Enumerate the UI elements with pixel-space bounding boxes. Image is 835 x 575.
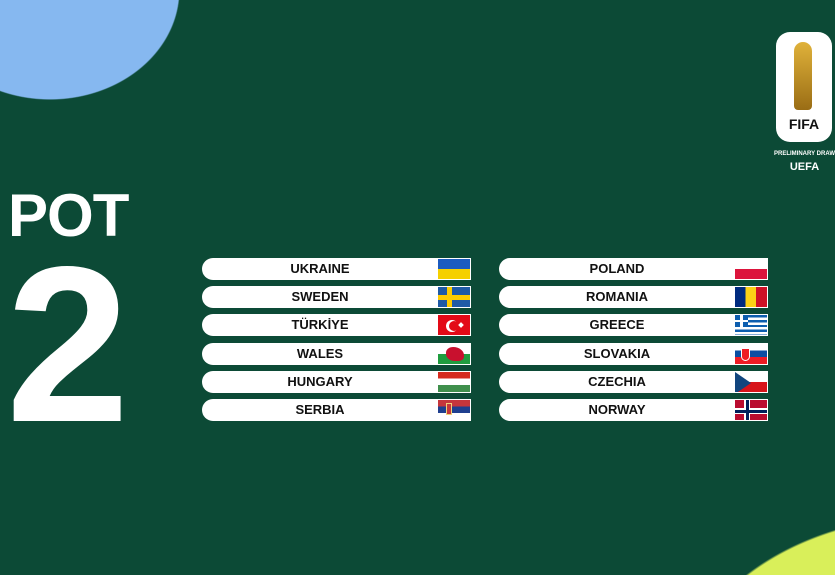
team-name: TÜRKİYE xyxy=(202,314,438,337)
poland-flag-icon xyxy=(734,258,768,280)
draw-subtitle: PRELIMINARY DRAW xyxy=(774,151,835,157)
czechia-flag-icon xyxy=(734,370,768,393)
serbia-flag-icon xyxy=(437,399,471,421)
team-row: CZECHIA xyxy=(499,370,769,393)
norway-flag-icon xyxy=(734,399,768,421)
team-row: UKRAINE xyxy=(202,258,472,280)
world-cup-trophy-icon xyxy=(794,42,812,110)
pot-label: POT xyxy=(8,182,129,249)
pot-number: 2 xyxy=(6,221,129,469)
team-name: SLOVAKIA xyxy=(499,342,735,365)
team-name: NORWAY xyxy=(499,399,735,421)
team-name: CZECHIA xyxy=(499,370,735,393)
team-name: UKRAINE xyxy=(202,258,438,280)
ukraine-flag-icon xyxy=(437,258,471,280)
romania-flag-icon xyxy=(734,286,768,309)
team-name: POLAND xyxy=(499,258,735,280)
confederation-label: UEFA xyxy=(789,161,820,173)
team-row: SWEDEN xyxy=(202,286,472,309)
team-name: SWEDEN xyxy=(202,286,438,309)
team-row: ROMANIA xyxy=(499,286,769,309)
greece-flag-icon xyxy=(734,314,768,337)
team-row: NORWAY xyxy=(499,399,769,421)
team-row: TÜRKİYE xyxy=(202,314,472,337)
team-row: HUNGARY xyxy=(202,370,472,393)
team-name: WALES xyxy=(202,342,438,365)
team-row: GREECE xyxy=(499,314,769,337)
sweden-flag-icon xyxy=(437,286,471,309)
turkiye-flag-icon xyxy=(437,314,471,337)
team-row: POLAND xyxy=(499,258,769,280)
hungary-flag-icon xyxy=(437,370,471,393)
team-name: HUNGARY xyxy=(202,370,438,393)
team-row: SLOVAKIA xyxy=(499,342,769,365)
team-row: SERBIA xyxy=(202,399,472,421)
fifa-wordmark: FIFA xyxy=(788,116,820,132)
team-row: WALES xyxy=(202,342,472,365)
team-name: SERBIA xyxy=(202,399,438,421)
team-name: ROMANIA xyxy=(499,286,735,309)
slovakia-flag-icon xyxy=(734,342,768,365)
fifa-logo: FIFA xyxy=(776,32,832,142)
team-name: GREECE xyxy=(499,314,735,337)
wales-flag-icon xyxy=(437,342,471,365)
